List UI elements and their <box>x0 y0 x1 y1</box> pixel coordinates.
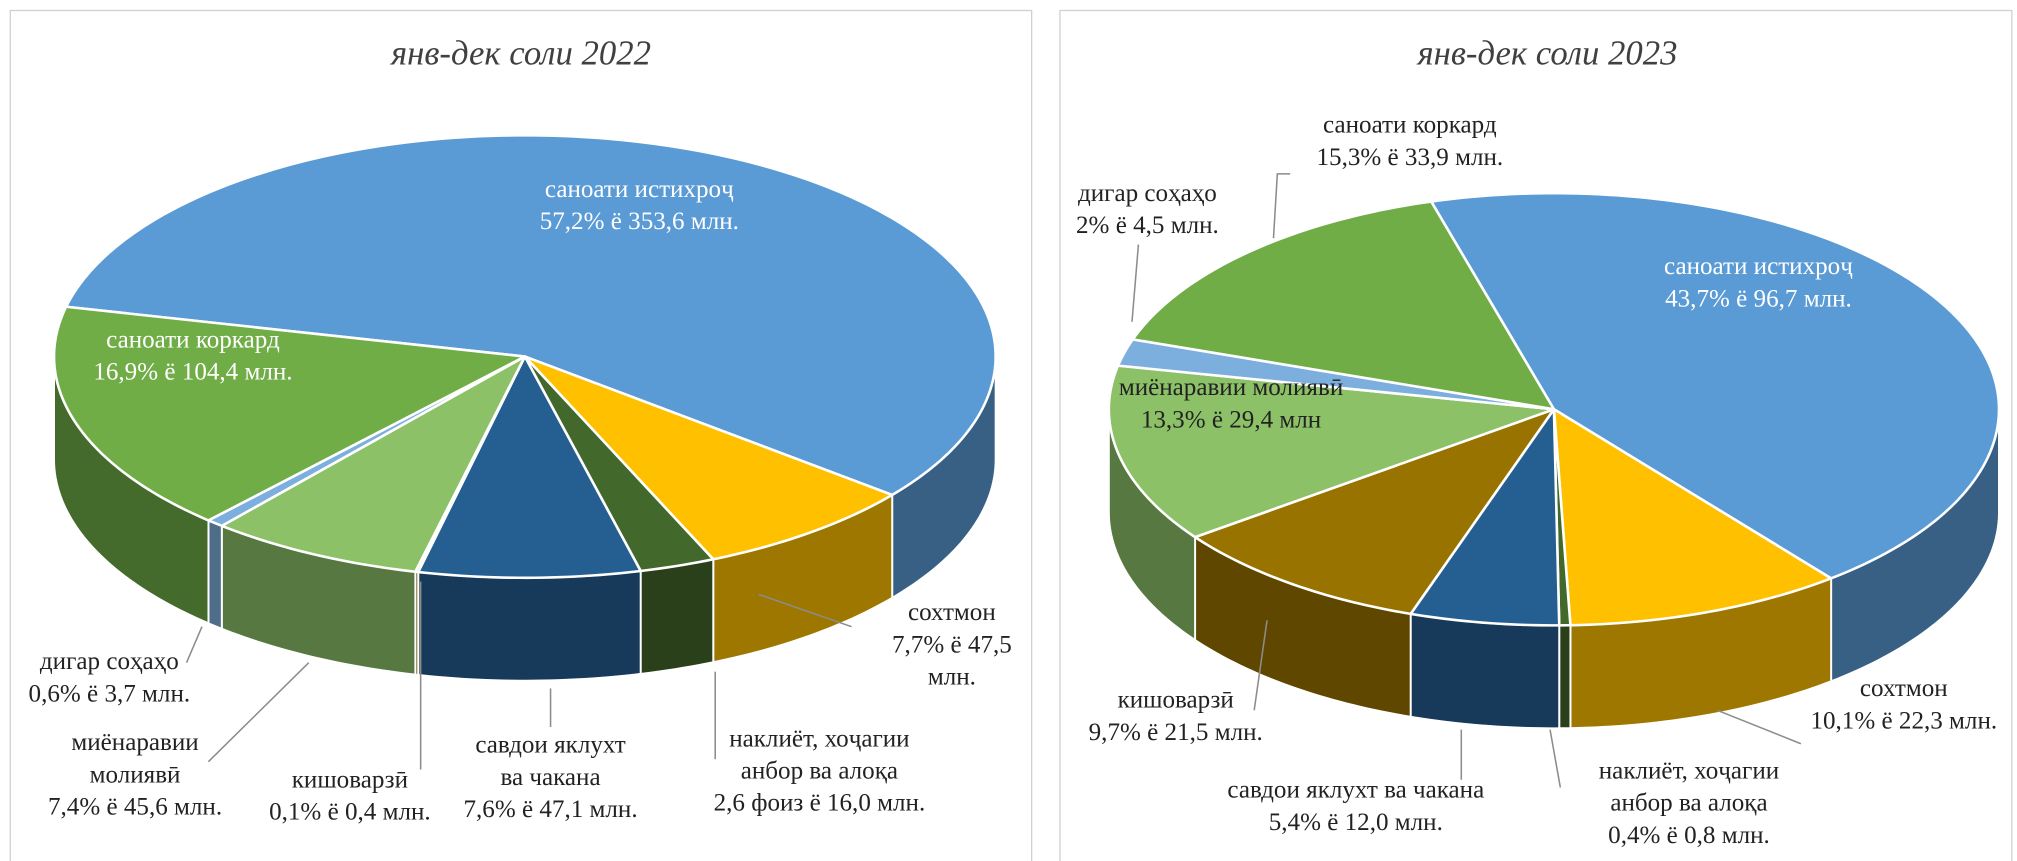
label-line: дигар соҳаҳо <box>40 648 179 675</box>
label-line: 0,6% ё 3,7 млн. <box>29 680 191 707</box>
label-line: савдои яклухт ва чакана <box>1227 777 1484 804</box>
slice-side <box>639 558 715 675</box>
value-label: 0,6% ё 3,7 млн. <box>29 680 191 707</box>
leader-line <box>1272 173 1291 239</box>
slice-label: саноати истихроҷ <box>545 176 734 203</box>
slice <box>523 355 715 573</box>
label-line: анбор ва алоқа <box>1610 790 1767 817</box>
label-line: саноати истихроҷ <box>1664 253 1853 280</box>
slice <box>64 133 997 497</box>
slice-label: савдои яклухт ва чакана <box>475 732 625 791</box>
label-line: 2,6 фоиз ё 16,0 млн. <box>714 790 926 817</box>
value-label: 13,3% ё 29,4 млн <box>1141 406 1321 433</box>
value-label: 2,6 фоиз ё 16,0 млн. <box>714 790 926 817</box>
label-line: 7,7% ё 47,5 <box>892 631 1012 658</box>
chart-title: янв-дек соли 2023 <box>1415 34 1677 73</box>
slice-label: наклиёт, хоҷагии анбор ва алоқа <box>729 725 909 784</box>
label-line: 2% ё 4,5 млн. <box>1076 212 1219 239</box>
slice <box>52 305 527 522</box>
value-label: 9,7% ё 21,5 млн. <box>1089 719 1263 746</box>
chart-title: янв-дек соли 2022 <box>389 34 651 73</box>
label-line: савдои яклухт <box>475 732 625 759</box>
value-label: 0,1% ё 0,4 млн. <box>269 799 431 826</box>
label-line: 5,4% ё 12,0 млн. <box>1269 809 1443 836</box>
value-label: 0,4% ё 0,8 млн. <box>1608 822 1770 849</box>
label-line: миёнаравии молиявӣ <box>1119 374 1343 401</box>
slice-label: савдои яклухт ва чакана <box>1227 777 1484 804</box>
slice <box>1429 191 2001 580</box>
slice <box>1107 364 1556 539</box>
leader-line <box>1716 709 1802 745</box>
label-line: 13,3% ё 29,4 млн <box>1141 406 1321 433</box>
slice-label: сохтмон <box>908 599 996 626</box>
slice-side <box>417 570 642 682</box>
label-line: наклиёт, хоҷагии <box>1599 757 1779 784</box>
slice <box>416 355 642 580</box>
slice-label: саноати коркард <box>1323 112 1497 139</box>
slice-side <box>1409 612 1561 730</box>
value-label: 7,4% ё 45,6 млн. <box>48 793 222 820</box>
value-label: 10,1% ё 22,3 млн. <box>1810 707 1997 734</box>
label-line: 16,9% ё 104,4 млн. <box>93 359 292 386</box>
label-line: 15,3% ё 33,9 млн. <box>1316 144 1503 171</box>
label-line: саноати истихроҷ <box>545 176 734 203</box>
label-line: ва чакана <box>500 764 600 791</box>
label-line: 0,1% ё 0,4 млн. <box>269 799 431 826</box>
slice-label: саноати истихроҷ <box>1664 253 1853 280</box>
slice-label: кишоварзӣ <box>292 766 408 793</box>
label-line: 7,6% ё 47,1 млн. <box>463 796 637 823</box>
label-line: 7,4% ё 45,6 млн. <box>48 793 222 820</box>
label-line: млн. <box>928 664 976 691</box>
slice-label: саноати коркард <box>106 327 280 354</box>
value-label: 7,6% ё 47,1 млн. <box>463 796 637 823</box>
value-label: 43,7% ё 96,7 млн. <box>1665 285 1852 312</box>
slice-label: наклиёт, хоҷагии анбор ва алоқа <box>1599 757 1779 816</box>
label-line: наклиёт, хоҷагии <box>729 725 909 752</box>
value-label: 5,4% ё 12,0 млн. <box>1269 809 1443 836</box>
slice-side <box>1558 624 1572 730</box>
label-line: саноати коркард <box>1323 112 1497 139</box>
value-label: 15,3% ё 33,9 млн. <box>1316 144 1503 171</box>
slice-label: дигар соҳаҳо <box>1078 180 1217 207</box>
slice <box>1193 407 1556 616</box>
label-line: молиявӣ <box>90 761 181 788</box>
value-label: 7,7% ё 47,5 млн. <box>892 631 1012 690</box>
leader-line <box>185 626 203 663</box>
slice-side <box>207 519 223 630</box>
label-line: миёнаравии <box>71 729 198 756</box>
slice-label: сохтмон <box>1860 675 1948 702</box>
value-label: 57,2% ё 353,6 млн. <box>540 208 739 235</box>
slice-label: кишоварзӣ <box>1118 687 1234 714</box>
label-line: 10,1% ё 22,3 млн. <box>1810 707 1997 734</box>
value-label: 16,9% ё 104,4 млн. <box>93 359 292 386</box>
label-line: 57,2% ё 353,6 млн. <box>540 208 739 235</box>
label-line: 9,7% ё 21,5 млн. <box>1089 719 1263 746</box>
slice <box>1409 407 1561 627</box>
slice <box>523 355 894 561</box>
slice <box>1552 407 1833 627</box>
slice-label: миёнаравии молиявӣ <box>71 729 198 788</box>
leader-line <box>1549 729 1562 788</box>
label-line: сохтмон <box>908 599 996 626</box>
slice <box>220 355 527 574</box>
leader-line <box>1253 620 1268 711</box>
label-line: 43,7% ё 96,7 млн. <box>1665 285 1852 312</box>
leader-line <box>758 593 852 628</box>
value-label: 2% ё 4,5 млн. <box>1076 212 1219 239</box>
leader-line <box>1131 244 1140 322</box>
slice-label: миёнаравии молиявӣ <box>1119 374 1343 401</box>
slice <box>1131 200 1556 411</box>
label-line: дигар соҳаҳо <box>1078 180 1217 207</box>
label-line: саноати коркард <box>106 327 280 354</box>
label-line: сохтмон <box>1860 675 1948 702</box>
label-line: кишоварзӣ <box>1118 687 1234 714</box>
label-line: 0,4% ё 0,8 млн. <box>1608 822 1770 849</box>
leader-line <box>207 662 310 763</box>
slice-label: дигар соҳаҳо <box>40 648 179 675</box>
label-line: кишоварзӣ <box>292 766 408 793</box>
label-line: анбор ва алоқа <box>741 757 898 784</box>
